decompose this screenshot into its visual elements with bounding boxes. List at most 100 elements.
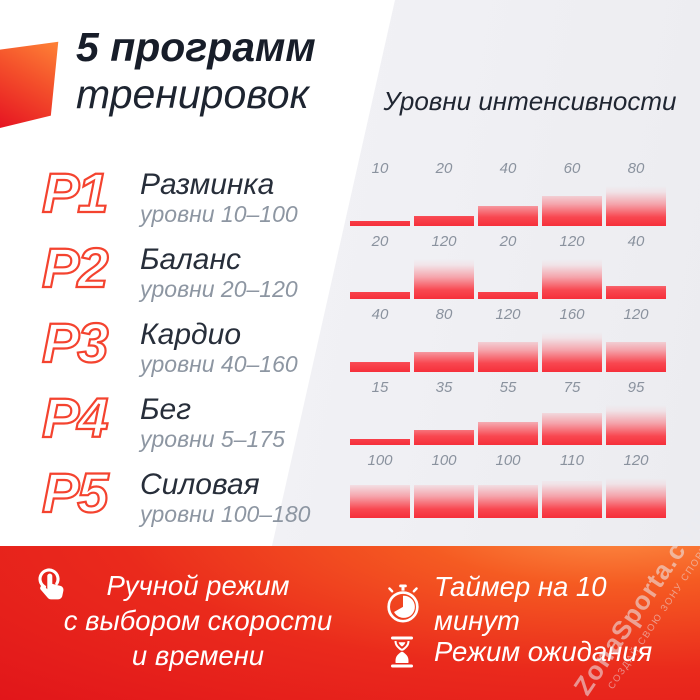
program-name: Силовая <box>140 468 260 501</box>
intensity-bar <box>350 221 410 226</box>
title-line-2: тренировок <box>76 71 309 117</box>
program-row: P5 Силовая уровни 100–180 <box>41 461 311 539</box>
bar-value-label: 100 <box>431 452 457 469</box>
bar-value-label: 40 <box>627 233 645 250</box>
bar-column: 120 <box>542 226 602 299</box>
bar-zone <box>478 399 538 445</box>
bar-value-label: 110 <box>560 452 584 469</box>
intensity-bar <box>606 342 666 372</box>
chart-row-P5: 100 100 100 110 120 <box>350 445 666 518</box>
bar-zone <box>542 253 602 299</box>
intensity-bar <box>542 413 602 445</box>
intensity-bar <box>414 259 474 299</box>
intensity-chart: 10 20 40 60 80 20 120 20 120 40 40 80 120 160 120 15 35 5… <box>350 153 666 518</box>
bar-column: 20 <box>478 226 538 299</box>
intensity-bar <box>478 485 538 518</box>
bar-column: 120 <box>414 226 474 299</box>
bar-value-label: 120 <box>495 306 521 323</box>
bar-value-label: 120 <box>431 233 457 250</box>
bar-zone <box>350 472 410 518</box>
bar-column: 15 <box>350 372 410 445</box>
program-levels: уровни 100–180 <box>140 501 311 527</box>
chart-row-P4: 15 35 55 75 95 <box>350 372 666 445</box>
program-code: P5 <box>41 461 110 524</box>
intensity-bar <box>542 332 602 372</box>
bar-zone <box>478 472 538 518</box>
intensity-bar <box>414 352 474 372</box>
intensity-bar <box>414 216 474 226</box>
bar-value-label: 10 <box>371 160 389 177</box>
bar-zone <box>606 399 666 445</box>
intensity-bar <box>414 485 474 518</box>
program-row: P3 Кардио уровни 40–160 <box>41 311 310 389</box>
bar-column: 100 <box>414 445 474 518</box>
bar-column: 40 <box>350 299 410 372</box>
bar-zone <box>350 180 410 226</box>
program-text: Силовая уровни 100–180 <box>140 464 310 539</box>
bar-value-label: 100 <box>495 452 521 469</box>
feature-standby: Режим ожидания <box>384 634 652 670</box>
intensity-bar <box>414 430 474 445</box>
manual-mode-line-2: с выбором скорости <box>63 605 333 636</box>
bar-column: 10 <box>350 153 410 226</box>
bar-column: 75 <box>542 372 602 445</box>
bar-zone <box>606 326 666 372</box>
bar-value-label: 120 <box>559 233 585 250</box>
bar-zone <box>414 253 474 299</box>
intensity-bar <box>542 259 602 299</box>
program-levels: уровни 20–120 <box>140 276 298 302</box>
bar-zone <box>414 399 474 445</box>
feature-timer: Таймер на 10 минут <box>382 570 700 638</box>
program-text: Кардио уровни 40–160 <box>140 314 298 389</box>
bar-column: 160 <box>542 299 602 372</box>
bar-value-label: 20 <box>499 233 517 250</box>
bar-value-label: 20 <box>435 160 453 177</box>
bar-zone <box>478 180 538 226</box>
bar-value-label: 120 <box>623 452 649 469</box>
intensity-bar <box>350 439 410 445</box>
bar-column: 40 <box>606 226 666 299</box>
bar-value-label: 160 <box>559 306 585 323</box>
program-code: P3 <box>41 311 110 374</box>
intensity-bar <box>478 422 538 445</box>
program-text: Бег уровни 5–175 <box>140 389 285 464</box>
bar-zone <box>350 253 410 299</box>
bar-value-label: 120 <box>623 306 649 323</box>
bar-column: 40 <box>478 153 538 226</box>
bar-value-label: 60 <box>563 160 581 177</box>
program-name: Баланс <box>140 243 241 276</box>
bar-column: 100 <box>350 445 410 518</box>
program-name: Бег <box>140 393 192 426</box>
footer-banner: Ручной режим с выбором скорости и времен… <box>0 546 700 700</box>
intensity-bar <box>478 292 538 299</box>
program-code: P1 <box>41 161 110 224</box>
stopwatch-icon <box>387 584 419 623</box>
bar-zone <box>478 326 538 372</box>
bar-zone <box>414 180 474 226</box>
bar-value-label: 100 <box>367 452 393 469</box>
bar-value-label: 20 <box>371 233 389 250</box>
bar-column: 120 <box>478 299 538 372</box>
program-code: P4 <box>41 386 110 449</box>
hand-tap-icon <box>38 568 64 600</box>
program-list: P1 Разминка уровни 10–100 P2 Баланс уров… <box>41 161 311 539</box>
program-text: Баланс уровни 20–120 <box>140 239 298 314</box>
bar-value-label: 75 <box>563 379 581 396</box>
bar-zone <box>414 472 474 518</box>
bar-zone <box>350 399 410 445</box>
bar-zone <box>350 326 410 372</box>
chart-row-P3: 40 80 120 160 120 <box>350 299 666 372</box>
program-levels: уровни 10–100 <box>140 201 298 227</box>
bar-zone <box>606 472 666 518</box>
bar-column: 20 <box>414 153 474 226</box>
intensity-bar <box>606 286 666 299</box>
program-row: P4 Бег уровни 5–175 <box>41 386 310 464</box>
page-title: 5 программ тренировок <box>76 24 316 118</box>
bar-value-label: 80 <box>435 306 453 323</box>
timer-label: Таймер на 10 минут <box>433 571 607 636</box>
bar-zone <box>606 180 666 226</box>
bar-column: 35 <box>414 372 474 445</box>
intensity-bar <box>542 196 602 226</box>
intensity-bar <box>350 485 410 518</box>
